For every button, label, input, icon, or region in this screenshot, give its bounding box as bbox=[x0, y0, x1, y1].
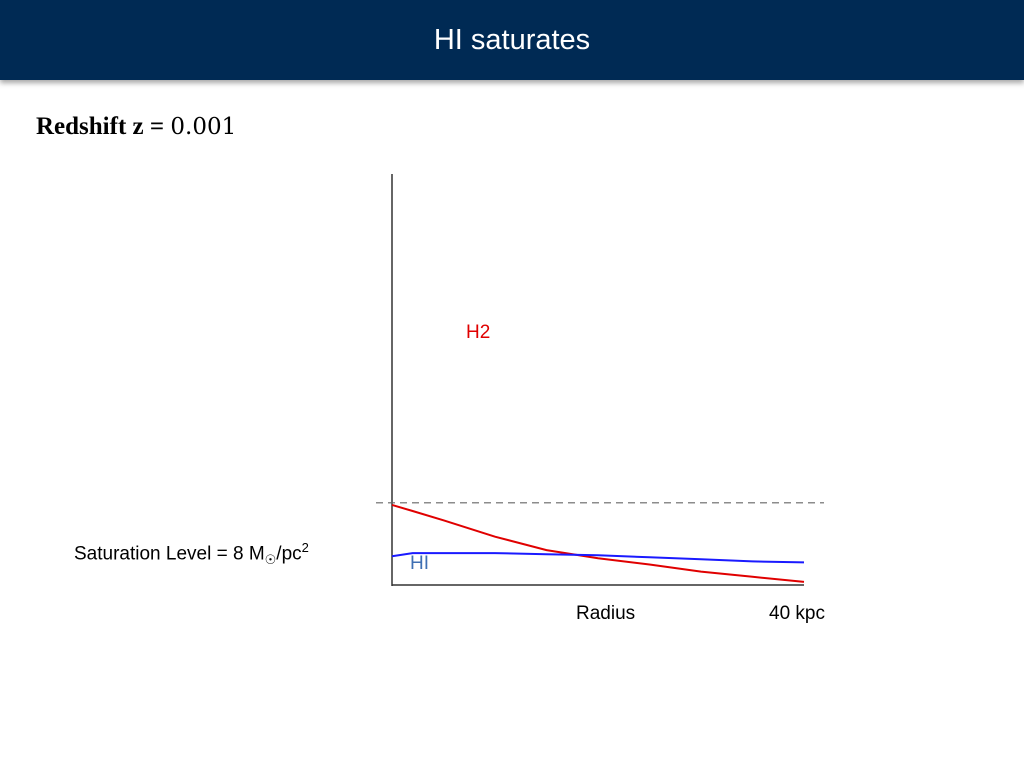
saturation-unit: /pc bbox=[276, 543, 302, 565]
series-line-hi bbox=[391, 552, 805, 564]
series-line-h2 bbox=[391, 503, 805, 583]
series-label-h2: H2 bbox=[466, 322, 491, 343]
redshift-text: Redshift z = bbox=[36, 113, 171, 140]
sun-symbol: ☉ bbox=[264, 552, 277, 568]
title-bar: HI saturates bbox=[0, 0, 1024, 80]
redshift-value: 0.001 bbox=[170, 114, 237, 140]
saturation-exponent: 2 bbox=[301, 540, 309, 555]
x-axis-label: Radius bbox=[576, 603, 636, 624]
redshift-label: Redshift z = 0.001 bbox=[36, 112, 236, 142]
saturation-text: Saturation Level = 8 M bbox=[74, 543, 265, 565]
series-label-hi: HI bbox=[410, 553, 429, 574]
x-axis-max-label: 40 kpc bbox=[769, 603, 825, 624]
slide-title: HI saturates bbox=[433, 24, 591, 56]
series-layer bbox=[391, 503, 805, 583]
saturation-label: Saturation Level = 8 M☉/pc2 bbox=[74, 535, 309, 573]
